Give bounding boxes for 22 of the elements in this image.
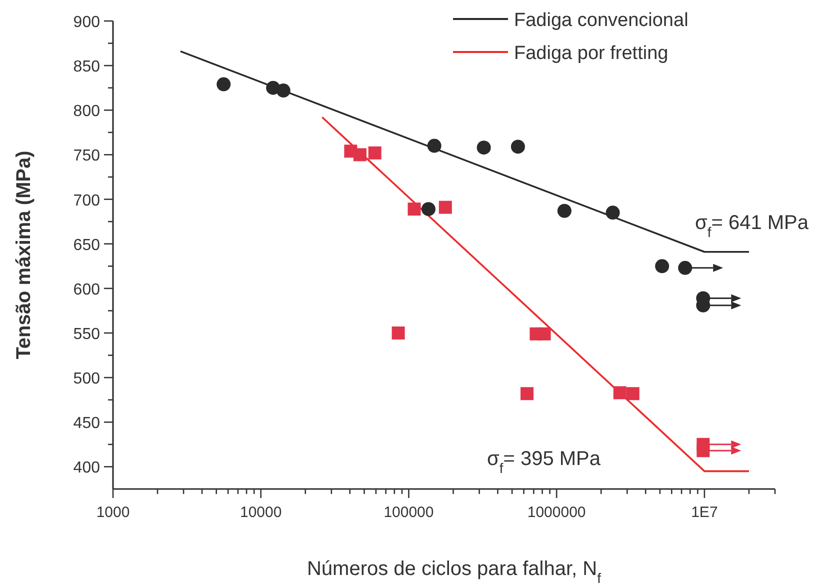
y-tick-label: 750 [73, 148, 100, 165]
x-tick-label: 1000000 [527, 504, 586, 521]
y-tick-label: 650 [73, 236, 100, 254]
y-tick-label: 400 [73, 460, 100, 477]
y-tick-label: 900 [73, 14, 100, 31]
y-tick-label: 850 [73, 58, 100, 76]
legend-label: Fadiga convencional [514, 10, 688, 31]
x-axis-title: Números de ciclos para falhar, N$_{f}$ [306, 558, 602, 585]
y-tick-label: 800 [73, 103, 100, 120]
annotation: σ$_{f}$= 395 MPa [487, 448, 602, 476]
x-tick-label: 10000 [240, 504, 282, 521]
annotation: σ$_{f}$= 641 MPa [695, 212, 810, 240]
x-tick-label: 1000 [96, 504, 130, 521]
y-tick-label: 450 [73, 415, 100, 432]
x-tick-label: 100000 [384, 504, 434, 521]
y-tick-label: 700 [73, 192, 100, 210]
y-tick-label: 550 [73, 326, 100, 343]
x-tick-label: 1E7 [691, 504, 718, 521]
legend-label: Fadiga por fretting [514, 43, 668, 64]
y-axis-title: Tensão máxima (MPa) [13, 150, 35, 360]
y-tick-label: 500 [73, 370, 100, 388]
y-tick-label: 600 [73, 281, 100, 298]
